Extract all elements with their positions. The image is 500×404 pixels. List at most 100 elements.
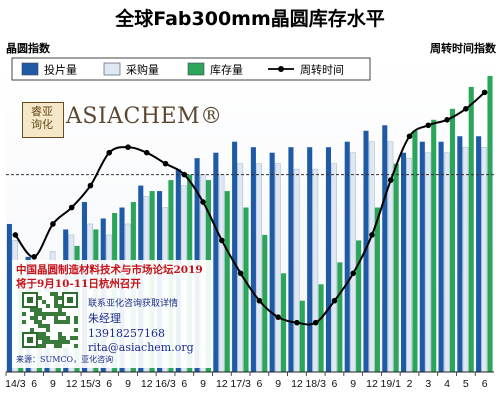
- qr-finder-1: [62, 292, 78, 308]
- x-tick-label-22: 3: [425, 378, 431, 390]
- bar-1-19: [368, 141, 375, 373]
- bar-2-19: [374, 207, 380, 372]
- qr-module: [42, 340, 46, 344]
- qr-module: [54, 312, 58, 316]
- qr-module: [42, 324, 46, 328]
- bar-0-0: [6, 223, 12, 372]
- qr-finder-0: [22, 292, 38, 308]
- qr-module: [42, 316, 46, 320]
- bar-0-25: [476, 136, 482, 372]
- legend: 投片量 采购量 库存量 周转时间: [11, 57, 371, 81]
- bar-0-13: [250, 147, 256, 372]
- turnover-point-17: [331, 297, 338, 304]
- bar-0-17: [325, 147, 332, 372]
- bar-1-14: [275, 163, 281, 373]
- qr-module: [50, 292, 54, 296]
- bar-0-18: [344, 141, 350, 372]
- bar-2-20: [393, 163, 399, 372]
- qr-module: [22, 312, 26, 316]
- bar-2-16: [318, 284, 324, 372]
- bar-0-15: [288, 147, 294, 372]
- bar-1-16: [312, 168, 319, 373]
- qr-module: [66, 320, 70, 324]
- promo-contact: 联系亚化咨询获取详情 朱经理 13918257168 rita@asiachem…: [88, 296, 194, 354]
- qr-module: [54, 320, 58, 324]
- x-tick-label-14: 9: [275, 378, 281, 390]
- bar-0-11: [213, 152, 219, 372]
- qr-module: [42, 300, 46, 304]
- qr-module: [38, 296, 42, 300]
- qr-module: [38, 344, 42, 348]
- turnover-point-25: [481, 89, 488, 96]
- turnover-point-21: [406, 133, 413, 140]
- qr-module: [58, 340, 62, 344]
- contact-heading: 联系亚化咨询获取详情: [88, 299, 179, 309]
- turnover-point-1: [31, 254, 37, 260]
- bar-2-25: [487, 75, 493, 373]
- turnover-point-23: [444, 116, 450, 123]
- qr-module: [46, 336, 50, 340]
- qr-module: [42, 332, 46, 336]
- legend-marker-3: [278, 66, 284, 72]
- qr-module: [38, 332, 42, 336]
- bar-1-12: [237, 163, 244, 373]
- bar-2-14: [280, 273, 287, 372]
- qr-module: [54, 292, 58, 296]
- qr-module: [30, 316, 34, 320]
- x-tick-label-24: 5: [463, 378, 469, 390]
- bar-1-18: [350, 152, 356, 373]
- qr-module: [74, 320, 78, 324]
- qr-module: [58, 312, 62, 316]
- turnover-point-14: [275, 314, 281, 320]
- x-tick-label-7: 12: [141, 378, 153, 390]
- qr-finder-core-0: [27, 297, 33, 303]
- qr-module: [70, 336, 74, 340]
- bar-2-18: [356, 240, 362, 372]
- qr-module: [58, 336, 62, 340]
- turnover-point-0: [12, 232, 19, 238]
- turnover-point-19: [369, 232, 375, 238]
- qr-module: [66, 340, 70, 344]
- qr-module: [30, 328, 34, 332]
- x-tick-label-15: 12: [291, 378, 303, 390]
- qr-finder-core-1: [67, 297, 73, 303]
- source-note: 来源：SUMCO，亚化咨询: [16, 355, 114, 364]
- qr-module: [38, 320, 42, 324]
- qr-module: [58, 296, 62, 300]
- logo-seal-text: 睿亚 询化: [31, 105, 53, 131]
- qr-module: [42, 344, 46, 348]
- bar-2-23: [449, 108, 456, 373]
- qr-module: [38, 312, 42, 316]
- x-tick-label-16: 18/3: [305, 378, 326, 390]
- x-tick-label-12: 17/3: [230, 378, 251, 390]
- legend-swatch-0: [21, 62, 39, 76]
- turnover-line-layer: [12, 89, 488, 326]
- qr-module: [54, 344, 58, 348]
- qr-module: [54, 304, 58, 308]
- qr-finder-core-2: [27, 337, 33, 343]
- qr-module: [62, 312, 66, 316]
- qr-module: [42, 312, 46, 316]
- qr-module: [50, 340, 54, 344]
- qr-module: [46, 304, 50, 308]
- turnover-point-22: [425, 122, 432, 129]
- turnover-point-2: [50, 221, 56, 227]
- x-tick-label-20: 19/1: [381, 378, 402, 390]
- bar-2-11: [224, 191, 230, 372]
- qr-module: [58, 304, 62, 308]
- qr-module: [42, 336, 46, 340]
- bar-1-25: [481, 146, 488, 373]
- bar-2-15: [299, 300, 305, 372]
- x-tick-label-5: 6: [106, 378, 112, 390]
- qr-module: [30, 308, 34, 312]
- turnover-point-8: [162, 160, 169, 167]
- qr-module: [46, 312, 50, 316]
- turnover-point-12: [237, 270, 244, 277]
- x-axis: 14/3 6 9 12 15/3 6 9 12 16/3 6 9 12 17/3 6 9 12 18/3 6 9 12…: [5, 371, 494, 390]
- x-tick-label-2: 9: [50, 378, 56, 390]
- qr-module: [74, 336, 78, 340]
- qr-module: [74, 328, 78, 332]
- qr-module: [50, 312, 54, 316]
- qr-module: [22, 320, 26, 324]
